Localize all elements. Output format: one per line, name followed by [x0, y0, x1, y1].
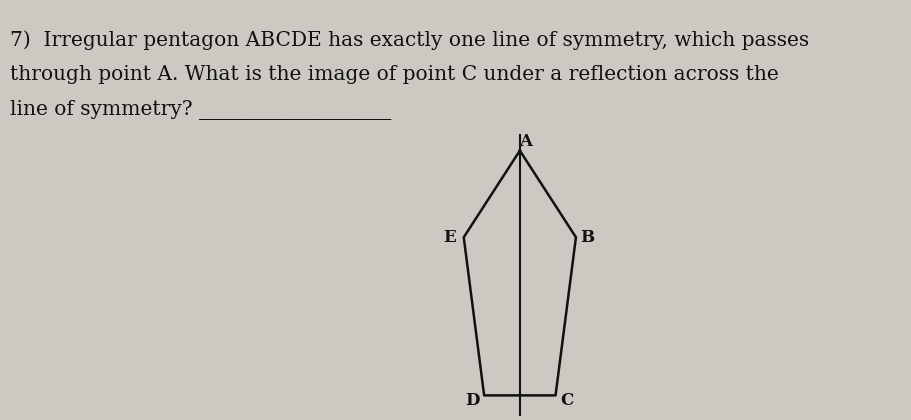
Text: D: D: [466, 392, 480, 409]
Text: 7)  Irregular pentagon ABCDE has exactly one line of symmetry, which passes: 7) Irregular pentagon ABCDE has exactly …: [10, 30, 808, 50]
Text: A: A: [519, 133, 532, 150]
Text: B: B: [579, 229, 594, 246]
Text: through point A. What is the image of point C under a reflection across the: through point A. What is the image of po…: [10, 65, 778, 84]
Text: line of symmetry? ___________________: line of symmetry? ___________________: [10, 100, 391, 120]
Text: C: C: [559, 392, 573, 409]
Text: E: E: [443, 229, 456, 246]
